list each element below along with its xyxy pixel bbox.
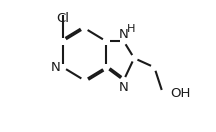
Text: N: N	[119, 81, 129, 94]
Text: H: H	[127, 24, 135, 34]
Text: N: N	[51, 61, 61, 74]
Text: OH: OH	[170, 87, 191, 100]
Text: Cl: Cl	[56, 12, 69, 25]
Text: N: N	[119, 27, 129, 41]
